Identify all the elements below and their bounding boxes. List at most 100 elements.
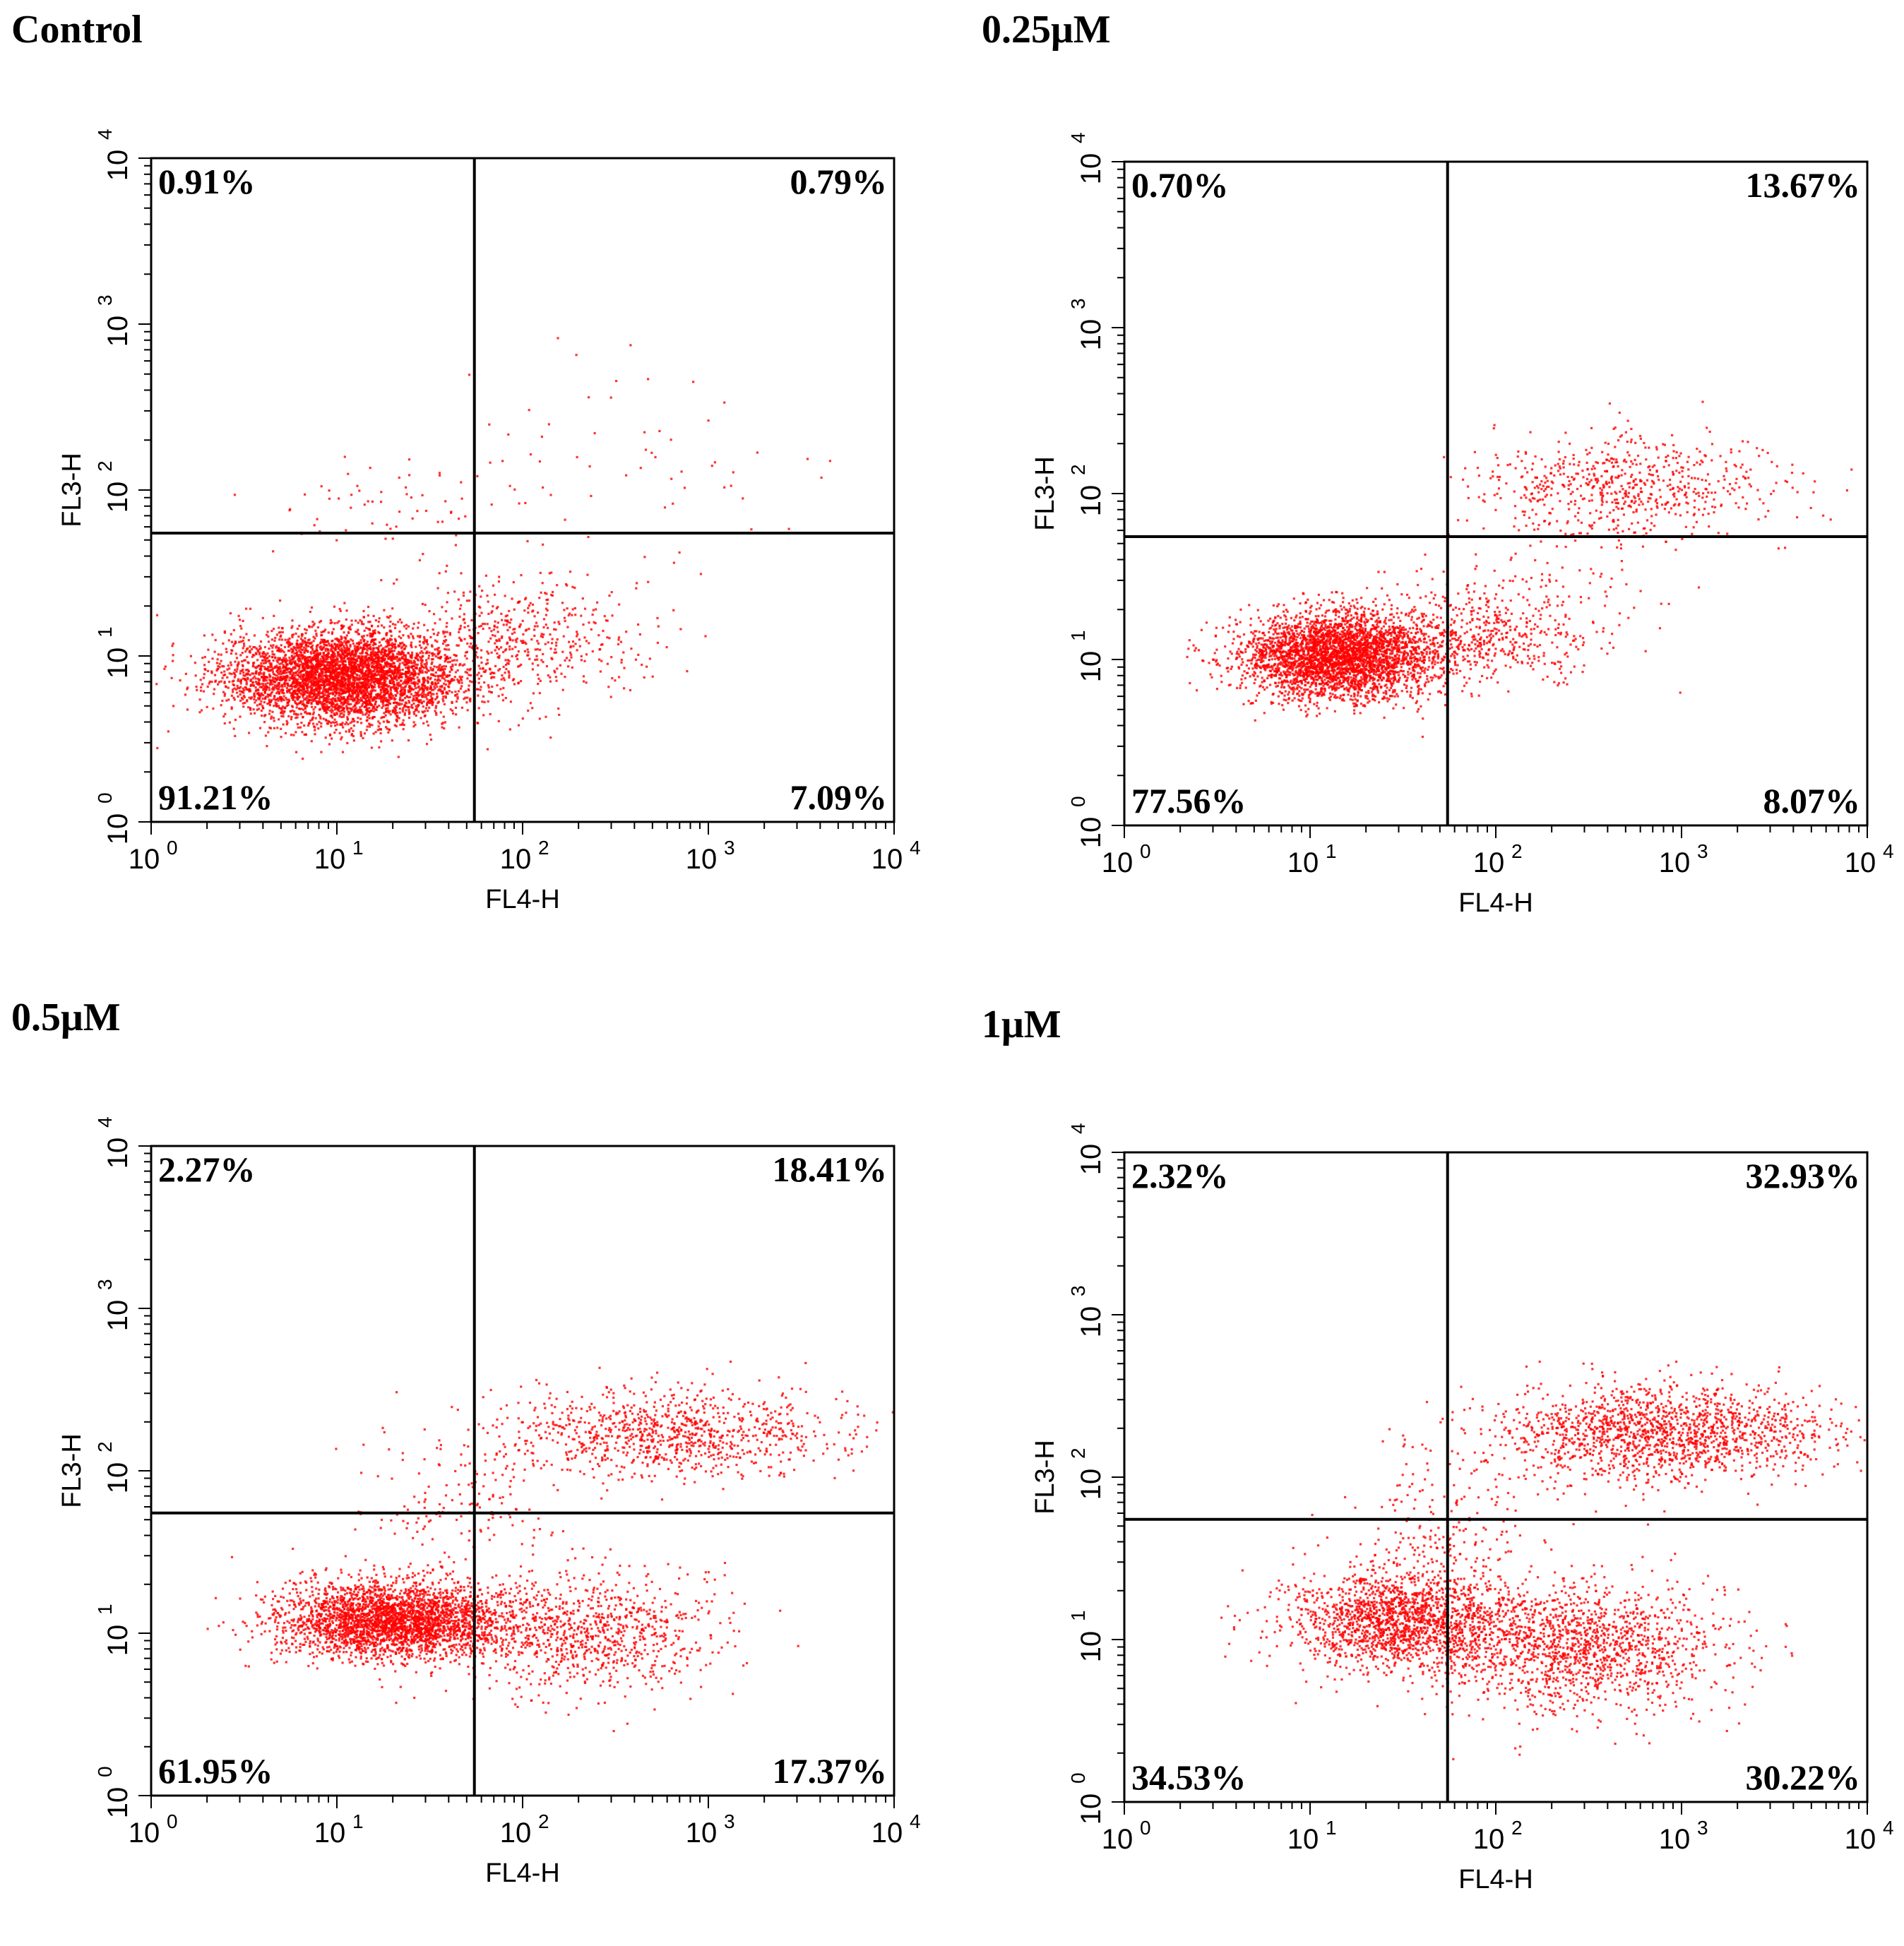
data-point — [527, 651, 530, 654]
data-point — [407, 739, 410, 742]
data-point — [285, 698, 288, 701]
data-point — [335, 688, 338, 691]
data-point — [557, 621, 560, 623]
data-point — [388, 699, 391, 702]
data-point — [292, 666, 294, 669]
data-point — [322, 687, 325, 690]
data-point — [323, 666, 326, 669]
data-point — [314, 629, 317, 632]
data-point — [371, 634, 374, 637]
data-point — [381, 650, 383, 653]
data-point — [437, 631, 440, 634]
data-point — [278, 650, 280, 652]
data-point — [347, 674, 350, 677]
data-point — [643, 676, 645, 679]
data-point — [350, 619, 353, 622]
data-point — [493, 671, 496, 674]
data-point — [480, 595, 482, 598]
data-point — [501, 693, 504, 696]
data-point — [476, 656, 479, 659]
data-point — [571, 608, 574, 611]
data-point — [381, 687, 384, 690]
data-point — [436, 695, 439, 698]
data-point — [428, 701, 431, 704]
data-point — [215, 669, 218, 672]
data-point — [215, 662, 218, 664]
data-point — [308, 625, 311, 628]
data-point — [311, 626, 314, 628]
data-point — [476, 647, 479, 650]
data-point — [331, 664, 333, 667]
data-point — [440, 666, 444, 669]
data-point — [206, 705, 208, 708]
data-point — [297, 655, 300, 658]
data-point — [389, 713, 392, 716]
data-point — [338, 687, 340, 690]
data-point — [365, 689, 368, 693]
data-point — [316, 661, 319, 664]
data-point — [421, 710, 424, 713]
data-point — [260, 662, 263, 665]
data-point — [325, 698, 328, 700]
data-point — [425, 640, 428, 643]
data-point — [303, 704, 306, 707]
data-point — [179, 679, 182, 682]
data-point — [416, 676, 419, 679]
data-point — [318, 672, 321, 675]
data-point — [311, 717, 314, 720]
data-point — [285, 696, 287, 700]
data-point — [329, 698, 332, 701]
data-point — [346, 698, 349, 701]
data-point — [293, 712, 296, 715]
data-point — [337, 647, 340, 650]
data-point — [376, 729, 379, 732]
data-point — [307, 641, 310, 644]
data-point — [448, 681, 451, 684]
data-point — [345, 652, 347, 655]
data-point — [331, 685, 334, 688]
data-point — [599, 670, 602, 673]
data-point — [392, 644, 395, 647]
data-point — [267, 669, 270, 672]
data-point — [294, 681, 297, 684]
data-point — [412, 637, 415, 640]
data-point — [275, 633, 278, 636]
data-point — [342, 663, 345, 666]
data-point — [310, 652, 313, 655]
data-point — [553, 669, 556, 672]
data-point — [527, 654, 530, 657]
data-point — [394, 698, 397, 700]
data-point — [343, 645, 345, 647]
data-point — [312, 658, 315, 661]
data-point — [369, 676, 372, 679]
data-point — [263, 671, 266, 674]
data-point — [318, 700, 321, 703]
data-point — [445, 691, 448, 694]
data-point — [398, 630, 401, 633]
data-point — [427, 692, 429, 695]
data-point — [412, 669, 415, 672]
data-point — [580, 614, 583, 617]
data-point — [322, 639, 325, 642]
data-point — [424, 671, 427, 674]
data-point — [373, 698, 376, 700]
data-point — [379, 679, 381, 681]
data-point — [278, 678, 280, 681]
data-point — [439, 679, 441, 682]
data-point — [576, 631, 578, 633]
data-point — [388, 696, 391, 699]
data-point — [386, 641, 389, 645]
data-point — [410, 653, 414, 657]
data-point — [549, 647, 552, 650]
data-point — [403, 654, 406, 657]
data-point — [394, 647, 397, 650]
data-point — [368, 664, 371, 667]
data-point — [363, 700, 366, 703]
data-point — [350, 653, 352, 656]
data-point — [234, 640, 237, 643]
data-point — [558, 713, 561, 716]
data-point — [583, 659, 586, 662]
data-point — [476, 722, 479, 724]
data-point — [460, 681, 463, 684]
data-point — [420, 662, 423, 665]
